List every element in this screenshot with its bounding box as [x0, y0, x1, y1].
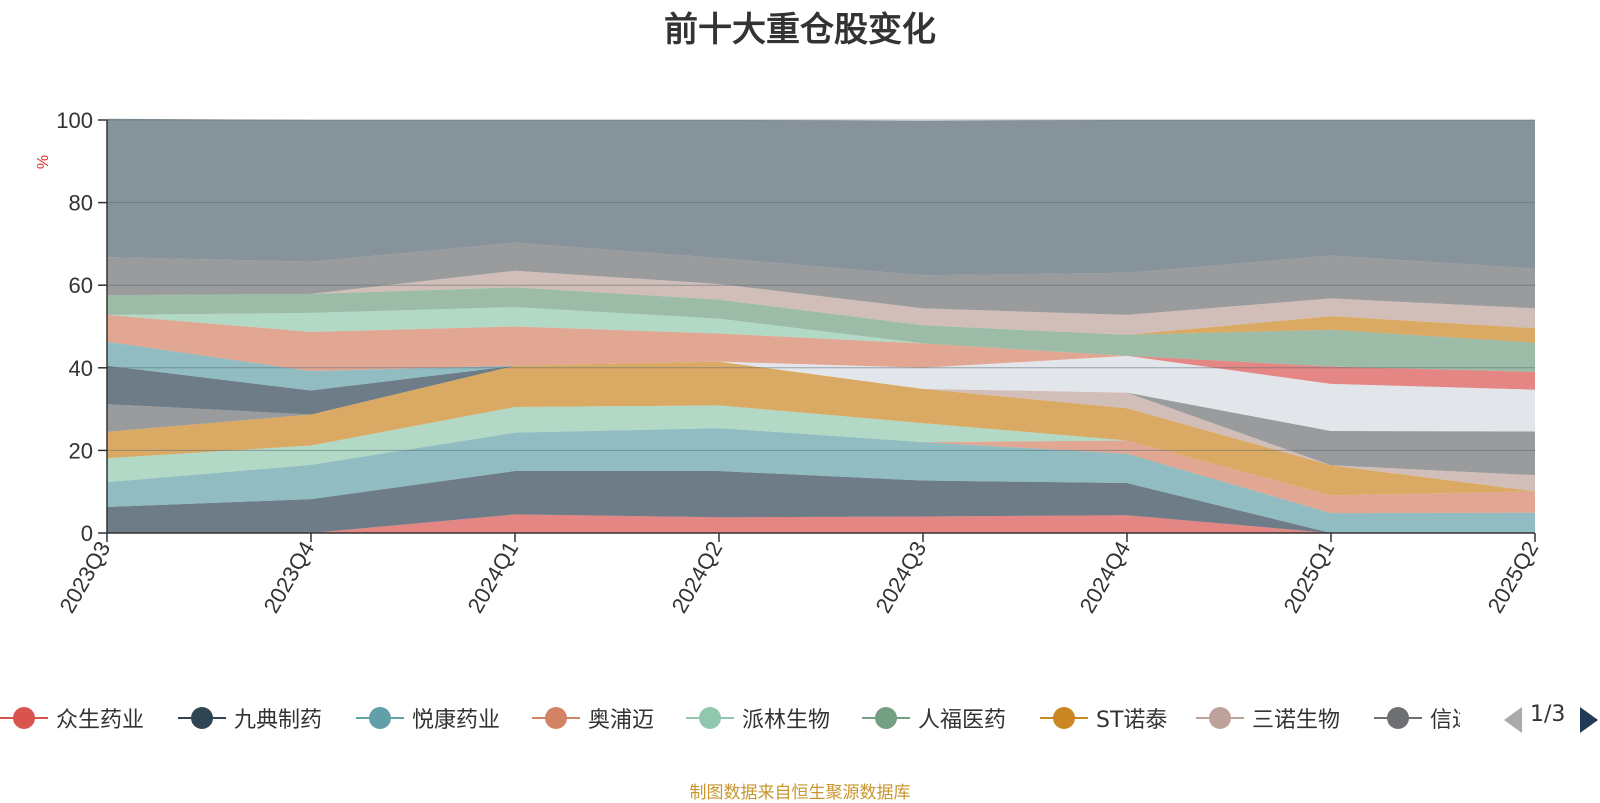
legend-prev-page-icon[interactable] — [1504, 707, 1522, 733]
legend-item[interactable]: 派林生物 — [686, 700, 830, 736]
legend-item[interactable]: 众生药业 — [0, 700, 144, 736]
y-tick-label: 20 — [69, 438, 93, 463]
area-series-9 — [107, 355, 1535, 432]
area-series-19 — [107, 118, 1535, 276]
legend-swatch-icon — [1196, 700, 1244, 736]
area-series-8 — [107, 361, 1535, 476]
area-series-3 — [107, 428, 1535, 514]
area-series-1 — [107, 471, 1535, 533]
source-note: 制图数据来自恒生聚源数据库 — [689, 783, 911, 803]
legend-label: 信达生物 — [1430, 708, 1460, 733]
y-axis-label: % — [35, 155, 52, 169]
legend-swatch-icon — [686, 700, 734, 736]
x-tick-label: 2025Q1 — [1279, 537, 1340, 617]
x-tick-label: 2024Q1 — [463, 537, 524, 617]
legend-page-indicator: 1/3 — [1530, 702, 1566, 727]
legend-swatch-icon — [356, 700, 404, 736]
x-tick-label: 2023Q3 — [55, 537, 116, 617]
area-series-0 — [107, 514, 1535, 533]
legend-item[interactable]: 九典制药 — [178, 700, 322, 736]
area-series-13 — [107, 314, 1535, 372]
legend-swatch-icon — [1040, 700, 1088, 736]
area-series-2 — [107, 428, 1535, 533]
x-tick-label: 2025Q2 — [1483, 537, 1544, 617]
grid-layer — [107, 119, 1535, 451]
chart-title: 前十大重仓股变化 — [664, 10, 936, 50]
legend-item[interactable]: ST诺泰 — [1040, 700, 1167, 736]
area-layer — [107, 118, 1535, 533]
stacked-area-chart: 0 20 40 60 80 100 2023Q3 2023Q4 2024Q1 2024Q2 2024… — [35, 108, 1544, 617]
legend-label: 奥浦迈 — [588, 708, 655, 733]
legend-item[interactable]: 悦康药业 — [356, 700, 500, 736]
x-tick-label: 2024Q4 — [1075, 537, 1136, 617]
y-tick-label: 40 — [69, 356, 93, 381]
legend-label: 众生药业 — [56, 708, 145, 733]
area-series-15 — [107, 287, 1535, 372]
area-series-11 — [107, 355, 1535, 415]
legend-item[interactable]: 奥浦迈 — [532, 700, 654, 736]
x-tick-label: 2024Q2 — [667, 537, 728, 617]
legend-item[interactable]: 三诺生物 — [1196, 700, 1340, 736]
area-series-6 — [107, 361, 1535, 496]
y-tick-label: 80 — [69, 191, 93, 216]
legend-items: 众生药业 九典制药 悦康药业 奥浦迈 派林生物 人福医药 ST诺泰 三诺生物 信达生物 — [0, 700, 1460, 736]
legend-item[interactable]: 人福医药 — [862, 700, 1006, 736]
legend-swatch-icon — [0, 700, 48, 736]
area-series-4 — [107, 405, 1535, 496]
legend-label: 派林生物 — [742, 708, 831, 733]
area-series-14 — [107, 307, 1535, 372]
legend-label: 九典制药 — [234, 708, 323, 733]
legend-label: ST诺泰 — [1096, 708, 1168, 733]
y-tick-label: 100 — [56, 108, 93, 133]
legend-swatch-icon — [532, 700, 580, 736]
y-tick-label: 60 — [69, 273, 93, 298]
legend-item[interactable]: 信达生物 — [1374, 700, 1460, 736]
legend-label: 三诺生物 — [1252, 708, 1341, 733]
legend-next-page-icon[interactable] — [1580, 707, 1598, 733]
area-series-18 — [107, 242, 1535, 315]
legend-swatch-icon — [1374, 700, 1422, 736]
x-tick-label: 2024Q3 — [871, 537, 932, 617]
y-tick-label: 0 — [81, 521, 93, 546]
legend-label: 人福医药 — [918, 708, 1007, 733]
legend: 众生药业 九典制药 悦康药业 奥浦迈 派林生物 人福医药 ST诺泰 三诺生物 信达生物 1/3 — [0, 700, 1600, 736]
area-series-17 — [107, 270, 1535, 335]
legend-swatch-icon — [862, 700, 910, 736]
legend-swatch-icon — [178, 700, 226, 736]
x-tick-label: 2023Q4 — [259, 537, 320, 617]
legend-label: 悦康药业 — [412, 708, 501, 733]
